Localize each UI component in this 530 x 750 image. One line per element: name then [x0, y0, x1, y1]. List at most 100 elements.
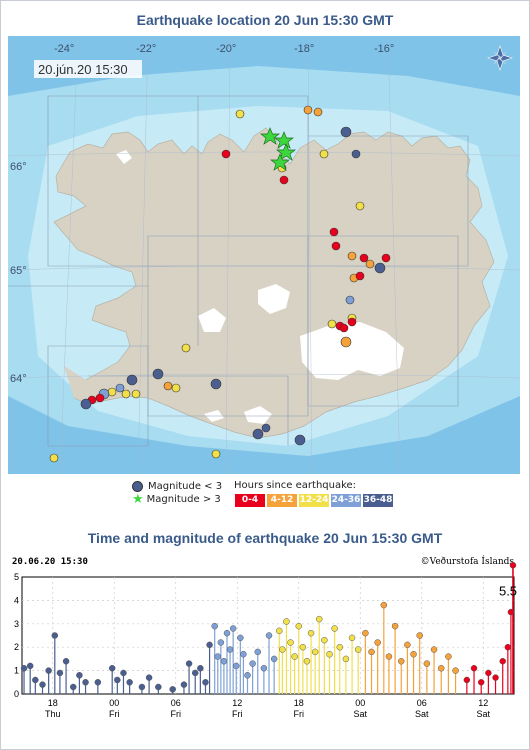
earthquake-dot[interactable] — [365, 259, 375, 269]
event-point — [39, 681, 46, 688]
event-point — [217, 639, 225, 646]
event-stems — [23, 565, 514, 694]
earthquake-dot[interactable] — [340, 126, 352, 138]
event-point — [229, 625, 237, 632]
earthquake-dot[interactable] — [152, 368, 164, 380]
event-point — [348, 634, 356, 642]
earthquake-dot[interactable] — [345, 295, 355, 305]
x-tick-hour: 00 — [109, 698, 119, 708]
earthquake-map[interactable]: 20.jún.20 15:30 -24° -22° -20° -18° -16°… — [8, 36, 520, 474]
earthquake-dot[interactable] — [303, 105, 313, 115]
event-point — [331, 625, 338, 632]
event-point — [237, 634, 244, 642]
earthquake-dot[interactable] — [331, 241, 341, 251]
event-point — [499, 657, 506, 665]
earthquake-dot[interactable] — [294, 434, 306, 446]
event-point — [45, 667, 52, 674]
earthquake-dot[interactable] — [347, 251, 357, 261]
earthquake-dot[interactable] — [351, 149, 361, 159]
lon-label: -24° — [54, 43, 74, 55]
event-point — [303, 657, 311, 665]
lon-label: -20° — [216, 43, 236, 55]
event-point — [70, 683, 77, 691]
lat-label: 65° — [10, 265, 27, 277]
earthquake-dot[interactable] — [49, 453, 59, 463]
hours-legend-box: 24-36 — [330, 493, 362, 508]
earthquake-dot[interactable] — [171, 383, 181, 393]
earthquake-dot[interactable] — [210, 378, 222, 390]
event-point — [362, 629, 369, 637]
earthquake-dot[interactable] — [355, 201, 365, 211]
event-points — [20, 562, 517, 693]
large-earthquake-star[interactable] — [260, 127, 280, 145]
earthquake-dot[interactable] — [95, 393, 105, 403]
earthquake-dot[interactable] — [261, 423, 271, 433]
earthquake-dot[interactable] — [126, 374, 138, 386]
x-tick-hour: 18 — [48, 698, 58, 708]
earthquake-dot[interactable] — [221, 149, 231, 159]
earthquake-dot[interactable] — [359, 253, 369, 263]
earthquake-dot[interactable] — [279, 175, 289, 185]
magnitude-legend: Magnitude < 3 ★ Magnitude > 3 — [132, 480, 222, 506]
earthquake-dot[interactable] — [327, 319, 337, 329]
earthquake-dot[interactable] — [181, 343, 191, 353]
earthquake-dot[interactable] — [252, 428, 264, 440]
earthquake-dot[interactable] — [163, 381, 173, 391]
event-point — [197, 665, 204, 672]
latitude-labels: 66° 65° 64° — [10, 161, 27, 385]
glacier-myrdalsjokull — [244, 406, 272, 424]
earthquake-dot[interactable] — [131, 389, 141, 399]
x-tick-day: Fri — [171, 709, 182, 719]
large-earthquake-star[interactable] — [270, 153, 290, 171]
y-tick-label: 5 — [14, 572, 19, 582]
hours-legend-box: 0-4 — [234, 493, 266, 508]
earthquake-dot[interactable] — [340, 336, 352, 348]
y-tick-label: 1 — [14, 666, 19, 676]
event-point — [430, 646, 438, 653]
large-earthquake-star[interactable] — [274, 131, 294, 149]
event-point — [477, 679, 485, 686]
event-point — [485, 669, 492, 677]
earthquake-dot[interactable] — [121, 389, 131, 399]
earthquake-dot[interactable] — [115, 383, 125, 393]
earthquake-dot[interactable] — [339, 323, 349, 333]
y-tick-label: 0 — [14, 689, 19, 699]
earthquake-dot[interactable] — [347, 317, 357, 327]
x-tick-hour: 18 — [294, 698, 304, 708]
hours-legend-box: 4-12 — [266, 493, 298, 508]
event-point — [120, 669, 127, 677]
hours-legend: Hours since earthquake: 0-4 4-12 12-24 24-3… — [234, 480, 394, 508]
event-point — [470, 665, 478, 672]
x-tick-day: Fri — [232, 709, 243, 719]
x-tick-day: Fri — [109, 709, 120, 719]
y-axis-labels: 5 4 3 2 1 0 — [14, 572, 19, 699]
large-earthquake-star[interactable] — [276, 143, 296, 161]
event-point — [206, 641, 213, 649]
event-point — [299, 643, 307, 651]
event-point — [26, 662, 34, 670]
earthquake-dot[interactable] — [235, 109, 245, 119]
event-point — [492, 674, 499, 681]
compass-icon[interactable] — [487, 45, 513, 71]
event-point — [76, 672, 83, 679]
event-point — [391, 622, 399, 630]
event-point — [283, 618, 290, 625]
longitude-labels: -24° -22° -20° -18° -16° — [54, 43, 394, 55]
event-point — [51, 632, 59, 639]
earthquake-dot[interactable] — [80, 398, 92, 410]
event-point — [509, 562, 517, 569]
event-point — [336, 643, 343, 651]
earthquake-dot[interactable] — [374, 262, 386, 274]
y-tick-label: 2 — [14, 642, 19, 652]
earthquake-dot[interactable] — [319, 149, 329, 159]
earthquake-dot[interactable] — [381, 253, 391, 263]
earthquake-dot[interactable] — [329, 227, 339, 237]
earthquake-dot[interactable] — [211, 449, 221, 459]
earthquake-dot[interactable] — [313, 107, 323, 117]
legend-small-label: Magnitude < 3 — [148, 481, 223, 492]
event-point — [404, 641, 411, 649]
lat-label: 64° — [10, 373, 27, 385]
event-point — [223, 629, 231, 637]
earthquake-dot[interactable] — [355, 271, 365, 281]
